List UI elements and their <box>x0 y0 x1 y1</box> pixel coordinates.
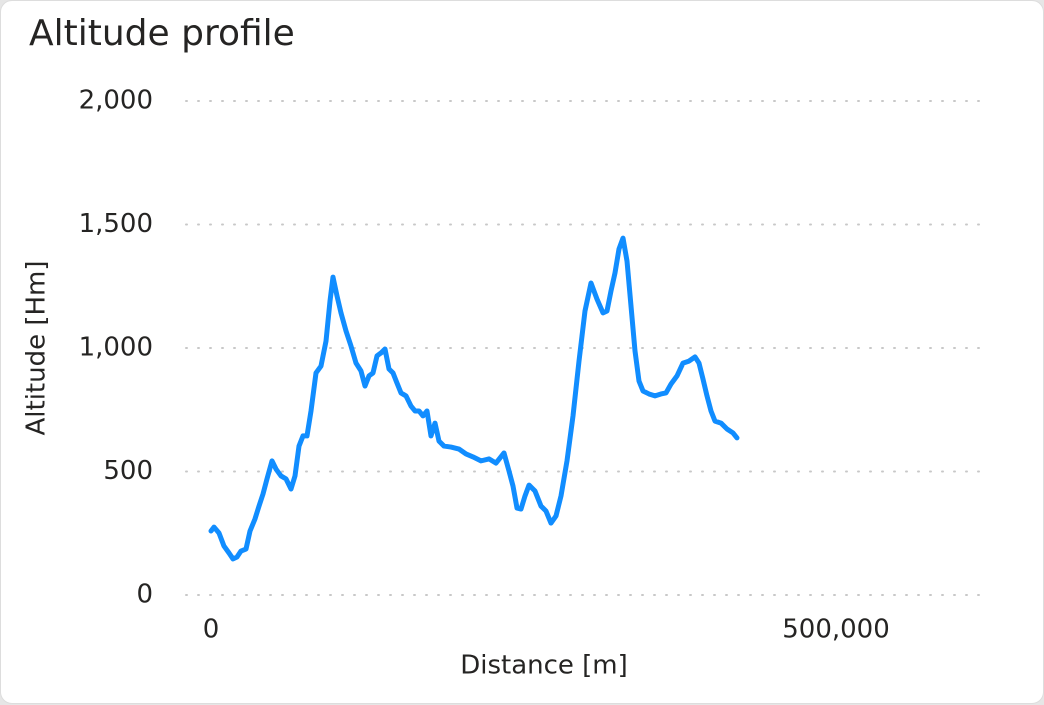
y-tick-label: 1,500 <box>79 209 153 239</box>
y-axis-title: Altitude [Hm] <box>22 260 52 435</box>
y-tick-label: 0 <box>136 580 153 610</box>
x-tick-label: 500,000 <box>782 615 890 645</box>
x-tick-label: 0 <box>203 615 220 645</box>
line <box>208 235 740 562</box>
y-tick-label: 500 <box>103 456 153 486</box>
y-tick-label: 1,000 <box>79 333 153 363</box>
x-axis-title: Distance [m] <box>460 651 628 681</box>
chart-title: Altitude profile <box>29 13 295 54</box>
y-tick-label: 2,000 <box>79 86 153 116</box>
